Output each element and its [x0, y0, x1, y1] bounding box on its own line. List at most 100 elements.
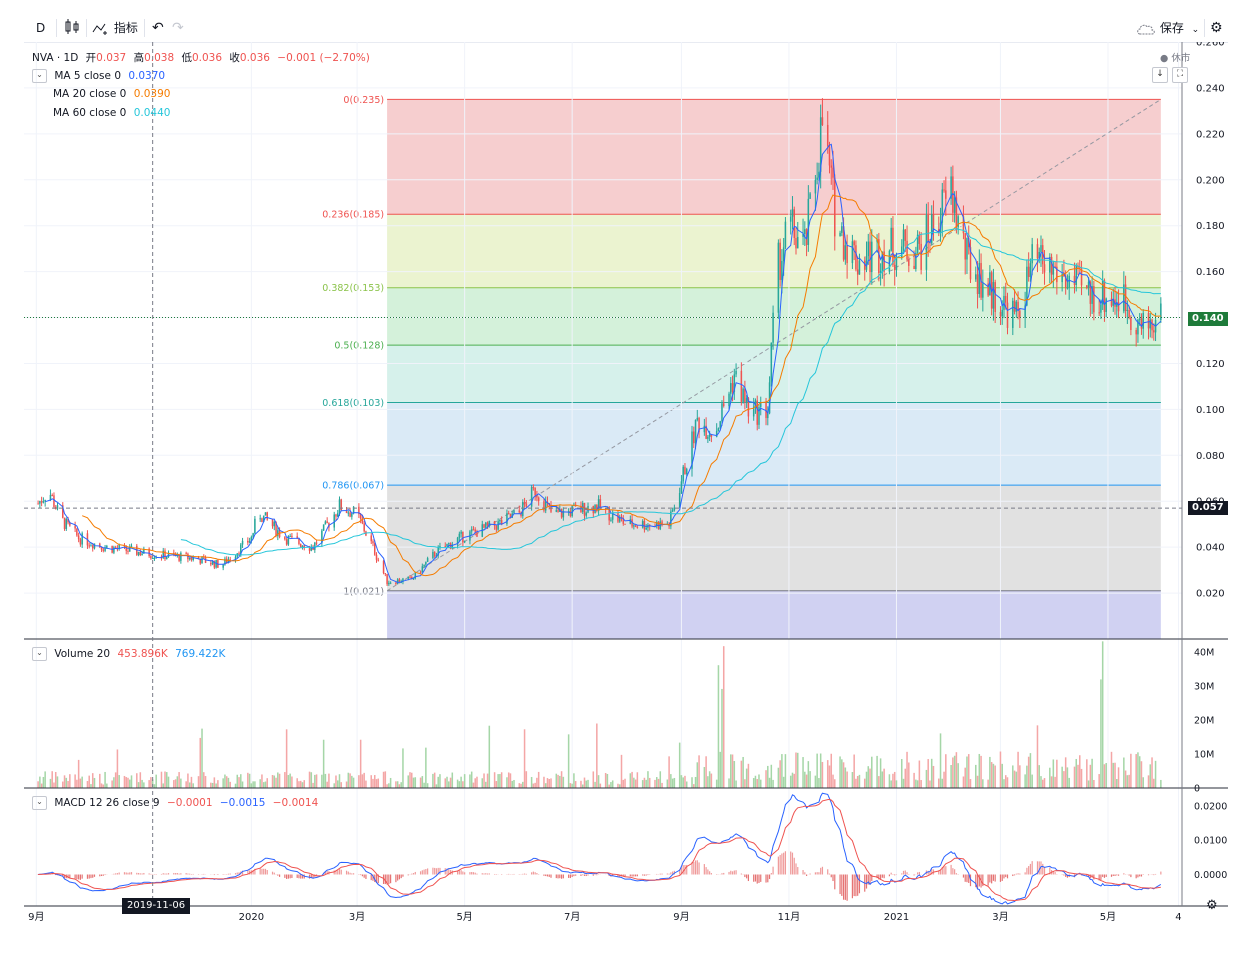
macd-histogram-bar	[249, 870, 251, 875]
volume-bar	[680, 775, 683, 788]
volume-bar	[832, 774, 834, 788]
main-chart[interactable]: 0(0.235) 0.236(0.185) 0.382(0.153) 0.5(0.12…	[24, 42, 1228, 946]
macd-histogram-bar	[427, 868, 429, 875]
volume-bar	[470, 771, 473, 788]
candle-body	[470, 529, 473, 532]
macd-histogram-bar	[173, 872, 175, 875]
macd-histogram-bar	[548, 874, 550, 877]
macd-histogram-bar	[335, 870, 337, 875]
candle-body	[412, 578, 415, 580]
volume-bar	[932, 765, 935, 788]
volume-bar	[685, 781, 688, 788]
redo-icon[interactable]: ↷	[172, 20, 184, 36]
volume-bar	[338, 774, 341, 788]
volume-bar	[125, 777, 127, 788]
candle-body	[229, 559, 231, 561]
candle-body	[483, 524, 485, 528]
macd-histogram-bar	[298, 874, 300, 879]
collapse-icon[interactable]: ⌄	[32, 69, 47, 83]
macd-histogram-bar	[783, 852, 785, 875]
candle-body	[841, 226, 843, 233]
macd-histogram-bar	[772, 866, 774, 875]
collapse-icon[interactable]: ⌄	[32, 796, 47, 810]
macd-histogram-bar	[273, 872, 275, 875]
macd-histogram-bar	[238, 872, 240, 875]
macd-histogram-bar	[804, 872, 806, 875]
indicators-button[interactable]: 指标	[92, 18, 138, 38]
volume-bar	[608, 784, 610, 788]
volume-bar	[696, 762, 699, 788]
macd-histogram-bar	[756, 874, 758, 884]
volume-bar	[730, 754, 732, 788]
volume-bar	[476, 776, 478, 788]
volume-bar	[953, 755, 956, 788]
volume-bar	[77, 759, 80, 788]
y-tick-label: 0.100	[1196, 405, 1225, 416]
macd-histogram-bar	[174, 873, 177, 875]
candle-body	[352, 506, 355, 514]
ma-legend-row: MA 20 close 0 0.0390	[53, 88, 174, 100]
candle-body	[1056, 266, 1058, 283]
macd-histogram-bar	[236, 872, 238, 875]
volume-bar	[1117, 767, 1120, 788]
volume-bar	[277, 772, 279, 788]
interval-button[interactable]: D	[36, 21, 46, 35]
volume-bar	[49, 778, 52, 788]
macd-histogram-bar	[1012, 874, 1014, 877]
volume-bar	[99, 773, 101, 788]
volume-bar	[421, 776, 424, 788]
volume-bar	[382, 771, 385, 788]
volume-bar	[308, 771, 311, 788]
macd-histogram-bar	[1139, 874, 1141, 877]
volume-bar	[340, 782, 343, 788]
macd-histogram-bar	[710, 873, 712, 875]
volume-bar	[1049, 767, 1051, 788]
macd-histogram-bar	[390, 874, 392, 884]
volume-bar	[336, 780, 339, 788]
macd-histogram-bar	[187, 873, 189, 875]
volume-bar	[1160, 779, 1162, 788]
candle-body	[458, 533, 461, 538]
settings-icon[interactable]: ⚙	[1206, 898, 1218, 913]
volume-bar	[509, 773, 512, 788]
macd-histogram-bar	[1038, 861, 1040, 875]
macd-histogram-bar	[1114, 874, 1116, 876]
volume-bar	[469, 774, 471, 788]
macd-histogram-bar	[696, 860, 698, 875]
volume-bar	[550, 778, 552, 788]
fullscreen-icon[interactable]: ⛶	[1172, 67, 1188, 83]
volume-bar	[747, 763, 750, 788]
chevron-down-icon[interactable]: ⌄	[1191, 25, 1200, 35]
candle-body	[819, 117, 822, 172]
volume-bar	[828, 765, 831, 788]
candle-body	[141, 553, 143, 556]
download-icon[interactable]: ↓	[1152, 67, 1168, 83]
candles-icon[interactable]	[64, 18, 80, 38]
candle-body	[680, 481, 683, 494]
macd-histogram-bar	[351, 873, 353, 875]
candle-body	[1031, 244, 1033, 264]
save-button[interactable]: 保存 ⌄	[1136, 18, 1199, 38]
macd-histogram-bar	[261, 868, 263, 875]
collapse-icon[interactable]: ⌄	[32, 647, 47, 661]
candle-body	[1001, 309, 1003, 317]
gear-icon[interactable]: ⚙	[1210, 20, 1223, 36]
volume-bar	[217, 780, 219, 788]
volume-bar	[359, 739, 362, 788]
volume-bar	[952, 757, 954, 788]
volume-bar	[1080, 768, 1083, 788]
undo-icon[interactable]: ↶	[152, 20, 164, 36]
macd-histogram-bar	[721, 873, 723, 875]
volume-bar	[742, 756, 744, 788]
macd-histogram-bar	[337, 870, 339, 875]
volume-bar	[657, 778, 660, 788]
macd-histogram-bar	[867, 874, 869, 885]
candle-body	[969, 247, 972, 280]
change-value: −0.001 (−2.70%)	[277, 52, 370, 64]
volume-bar	[1140, 761, 1143, 788]
candle-body	[234, 556, 237, 561]
volume-bar	[876, 755, 878, 788]
volume-bar	[908, 762, 910, 788]
candle-body	[1036, 244, 1039, 259]
candle-body	[414, 571, 417, 579]
